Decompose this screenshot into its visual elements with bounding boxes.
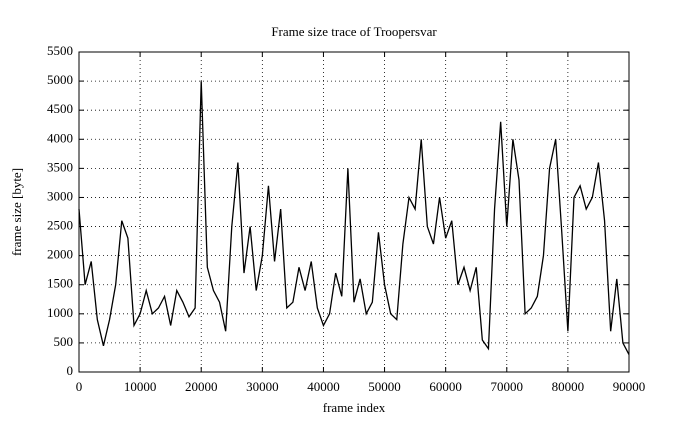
- x-axis-label: frame index: [323, 400, 386, 415]
- y-tick-label: 2000: [47, 247, 73, 262]
- y-tick-label: 2500: [47, 218, 73, 233]
- x-tick-label: 0: [76, 379, 83, 394]
- y-tick-label: 5500: [47, 43, 73, 58]
- y-tick-label: 4500: [47, 101, 73, 116]
- x-tick-label: 10000: [124, 379, 157, 394]
- y-tick-label: 1000: [47, 305, 73, 320]
- y-tick-label: 3500: [47, 159, 73, 174]
- y-tick-label: 5000: [47, 72, 73, 87]
- y-tick-label: 500: [54, 334, 74, 349]
- chart-title: Frame size trace of Troopersvar: [271, 24, 437, 39]
- y-tick-label: 0: [67, 363, 74, 378]
- x-tick-label: 20000: [185, 379, 218, 394]
- x-tick-label: 30000: [246, 379, 279, 394]
- x-tick-label: 40000: [307, 379, 340, 394]
- x-tick-label: 50000: [368, 379, 401, 394]
- x-tick-label: 60000: [429, 379, 462, 394]
- x-tick-label: 70000: [491, 379, 524, 394]
- y-tick-label: 3000: [47, 188, 73, 203]
- y-axis-label: frame size [byte]: [9, 168, 24, 256]
- x-tick-label: 80000: [552, 379, 585, 394]
- data-line: [78, 81, 630, 355]
- x-tick-label: 90000: [613, 379, 646, 394]
- y-tick-label: 1500: [47, 276, 73, 291]
- y-tick-label: 4000: [47, 130, 73, 145]
